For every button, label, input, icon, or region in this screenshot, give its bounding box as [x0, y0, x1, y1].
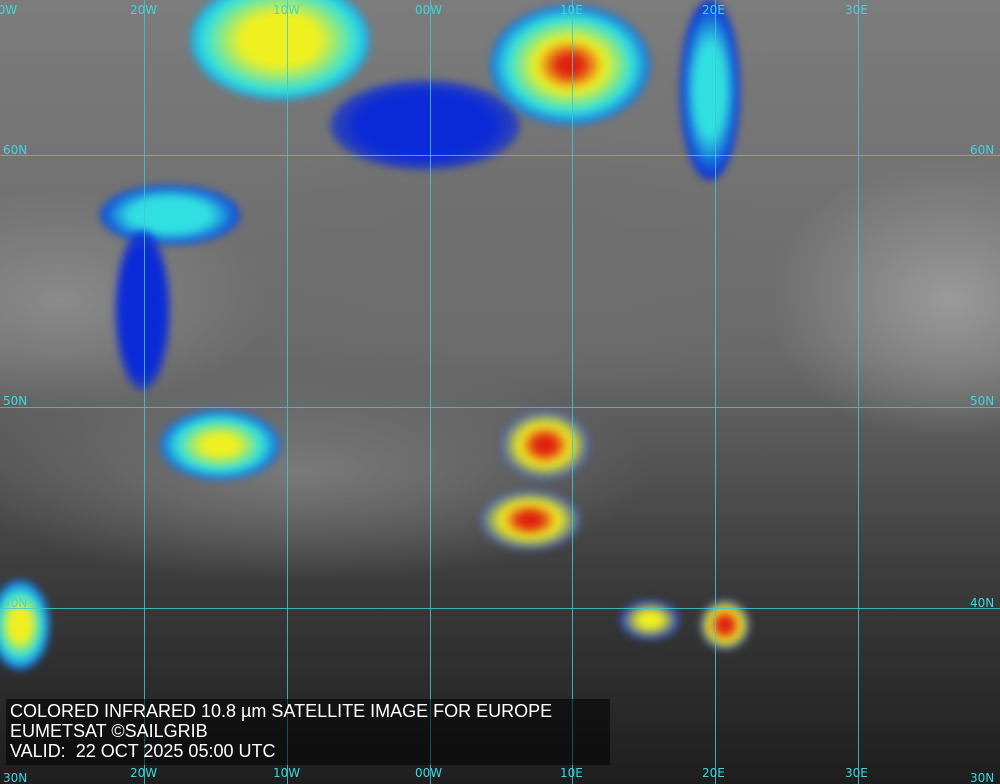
meridian-line — [430, 0, 431, 784]
meridian-line — [715, 0, 716, 784]
lon-label: 10W — [273, 3, 301, 17]
lon-label: 20W — [130, 766, 158, 780]
meridian-line — [572, 0, 573, 784]
parallel-line — [0, 407, 1000, 408]
lon-label: 30E — [845, 766, 868, 780]
lon-label: 10E — [560, 3, 583, 17]
lat-label: 30N — [970, 771, 995, 784]
cloud-band — [620, 600, 680, 640]
lat-label: 60N — [3, 143, 28, 157]
caption-title: COLORED INFRARED 10.8 µm SATELLITE IMAGE… — [10, 701, 553, 721]
caption-valid-time: VALID: 22 OCT 2025 05:00 UTC — [10, 741, 276, 761]
lon-label: 30W — [0, 3, 18, 17]
cloud-band — [480, 490, 580, 550]
lat-label: 40N — [970, 596, 995, 610]
meridian-line — [144, 0, 145, 784]
cloud-band — [100, 185, 240, 245]
caption-credit: EUMETSAT ©SAILGRIB — [10, 721, 208, 741]
meridian-line — [287, 0, 288, 784]
lat-label: 40N — [3, 596, 28, 610]
cloud-band — [490, 5, 650, 125]
lon-label: 30E — [845, 3, 868, 17]
cloud-band — [115, 230, 170, 390]
lon-label: 10W — [273, 766, 301, 780]
cloud-band — [500, 410, 590, 480]
cloud-band — [680, 0, 740, 180]
cloud-band — [0, 580, 50, 670]
parallel-line — [0, 155, 1000, 156]
lon-label: 00W — [415, 3, 443, 17]
lat-label: 50N — [3, 394, 28, 408]
lon-label: 00W — [415, 766, 443, 780]
cloud-band — [330, 80, 520, 170]
lat-label: 60N — [970, 143, 995, 157]
lon-label: 20E — [702, 3, 725, 17]
lon-label: 10E — [560, 766, 583, 780]
parallel-line — [0, 608, 1000, 609]
lat-label: 50N — [970, 394, 995, 408]
meridian-line — [858, 0, 859, 784]
cloud-band — [160, 410, 280, 480]
lat-label: 30N — [3, 771, 28, 784]
cloud-band — [190, 0, 370, 100]
lon-label: 20W — [130, 3, 158, 17]
image-caption: COLORED INFRARED 10.8 µm SATELLITE IMAGE… — [6, 699, 610, 765]
lon-label: 20E — [702, 766, 725, 780]
